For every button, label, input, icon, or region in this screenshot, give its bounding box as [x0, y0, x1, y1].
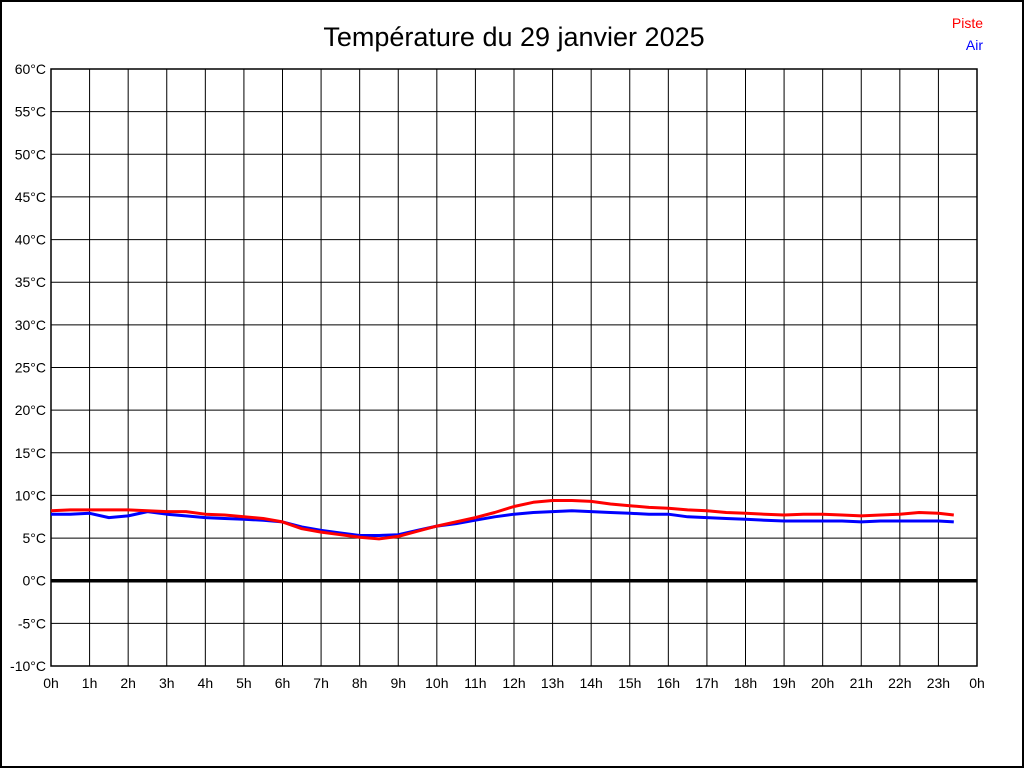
y-axis-label: 5°C	[23, 530, 47, 546]
y-axis-label: 15°C	[15, 445, 46, 461]
y-axis-label: -5°C	[18, 615, 46, 631]
y-axis-label: 45°C	[15, 189, 46, 205]
x-axis-labels: 0h 1h 2h 3h 4h 5h 6h 7h 8h 9h 10h 11h 12h 13h 14h 15h 16…	[43, 675, 985, 691]
y-axis-label: 0°C	[23, 573, 47, 589]
x-axis-label: 6h	[275, 675, 291, 691]
y-axis-label: 10°C	[15, 487, 46, 503]
x-axis-label: 14h	[579, 675, 602, 691]
x-axis-label: 18h	[734, 675, 757, 691]
grid	[50, 68, 978, 667]
legend-item-air: Air	[965, 37, 983, 53]
x-axis-label: 11h	[464, 675, 486, 691]
x-axis-label: 16h	[657, 675, 680, 691]
x-axis-label: 23h	[927, 675, 950, 691]
legend: Piste Air	[952, 12, 983, 56]
x-axis-label: 4h	[198, 675, 214, 691]
x-axis-label: 21h	[850, 675, 873, 691]
y-axis-label: 35°C	[15, 274, 46, 290]
x-axis-label: 0h	[969, 675, 985, 691]
x-axis-label: 19h	[772, 675, 795, 691]
x-axis-label: 17h	[695, 675, 718, 691]
x-axis-label: 3h	[159, 675, 175, 691]
y-axis-label: 20°C	[15, 402, 46, 418]
x-axis-label: 10h	[425, 675, 448, 691]
chart-title: Température du 29 janvier 2025	[323, 22, 705, 52]
y-axis-label: 25°C	[15, 360, 46, 376]
y-axis-label: 30°C	[15, 317, 46, 333]
y-axis-label: 50°C	[15, 146, 46, 162]
y-axis-label: -10°C	[10, 658, 46, 674]
x-axis-label: 2h	[120, 675, 136, 691]
x-axis-label: 12h	[502, 675, 525, 691]
x-axis-label: 9h	[390, 675, 406, 691]
piste-line	[50, 499, 954, 541]
x-axis-label: 13h	[541, 675, 564, 691]
y-axis-label: 60°C	[15, 61, 46, 77]
x-axis-label: 7h	[313, 675, 329, 691]
air-line	[51, 509, 954, 537]
plot-frame	[50, 68, 978, 667]
y-axis-labels: 60°C 55°C 50°C 45°C 40°C 35°C 30°C 25°C 20°C 15°C…	[10, 61, 46, 674]
x-axis-label: 22h	[888, 675, 911, 691]
x-axis-label: 20h	[811, 675, 834, 691]
x-axis-label: 0h	[43, 675, 59, 691]
x-axis-label: 8h	[352, 675, 368, 691]
x-axis-label: 5h	[236, 675, 252, 691]
y-axis-label: 55°C	[15, 104, 46, 120]
legend-item-piste: Piste	[951, 15, 983, 31]
x-axis-label: 15h	[618, 675, 641, 691]
x-axis-label: 1h	[82, 675, 98, 691]
y-axis-label: 40°C	[15, 232, 46, 248]
